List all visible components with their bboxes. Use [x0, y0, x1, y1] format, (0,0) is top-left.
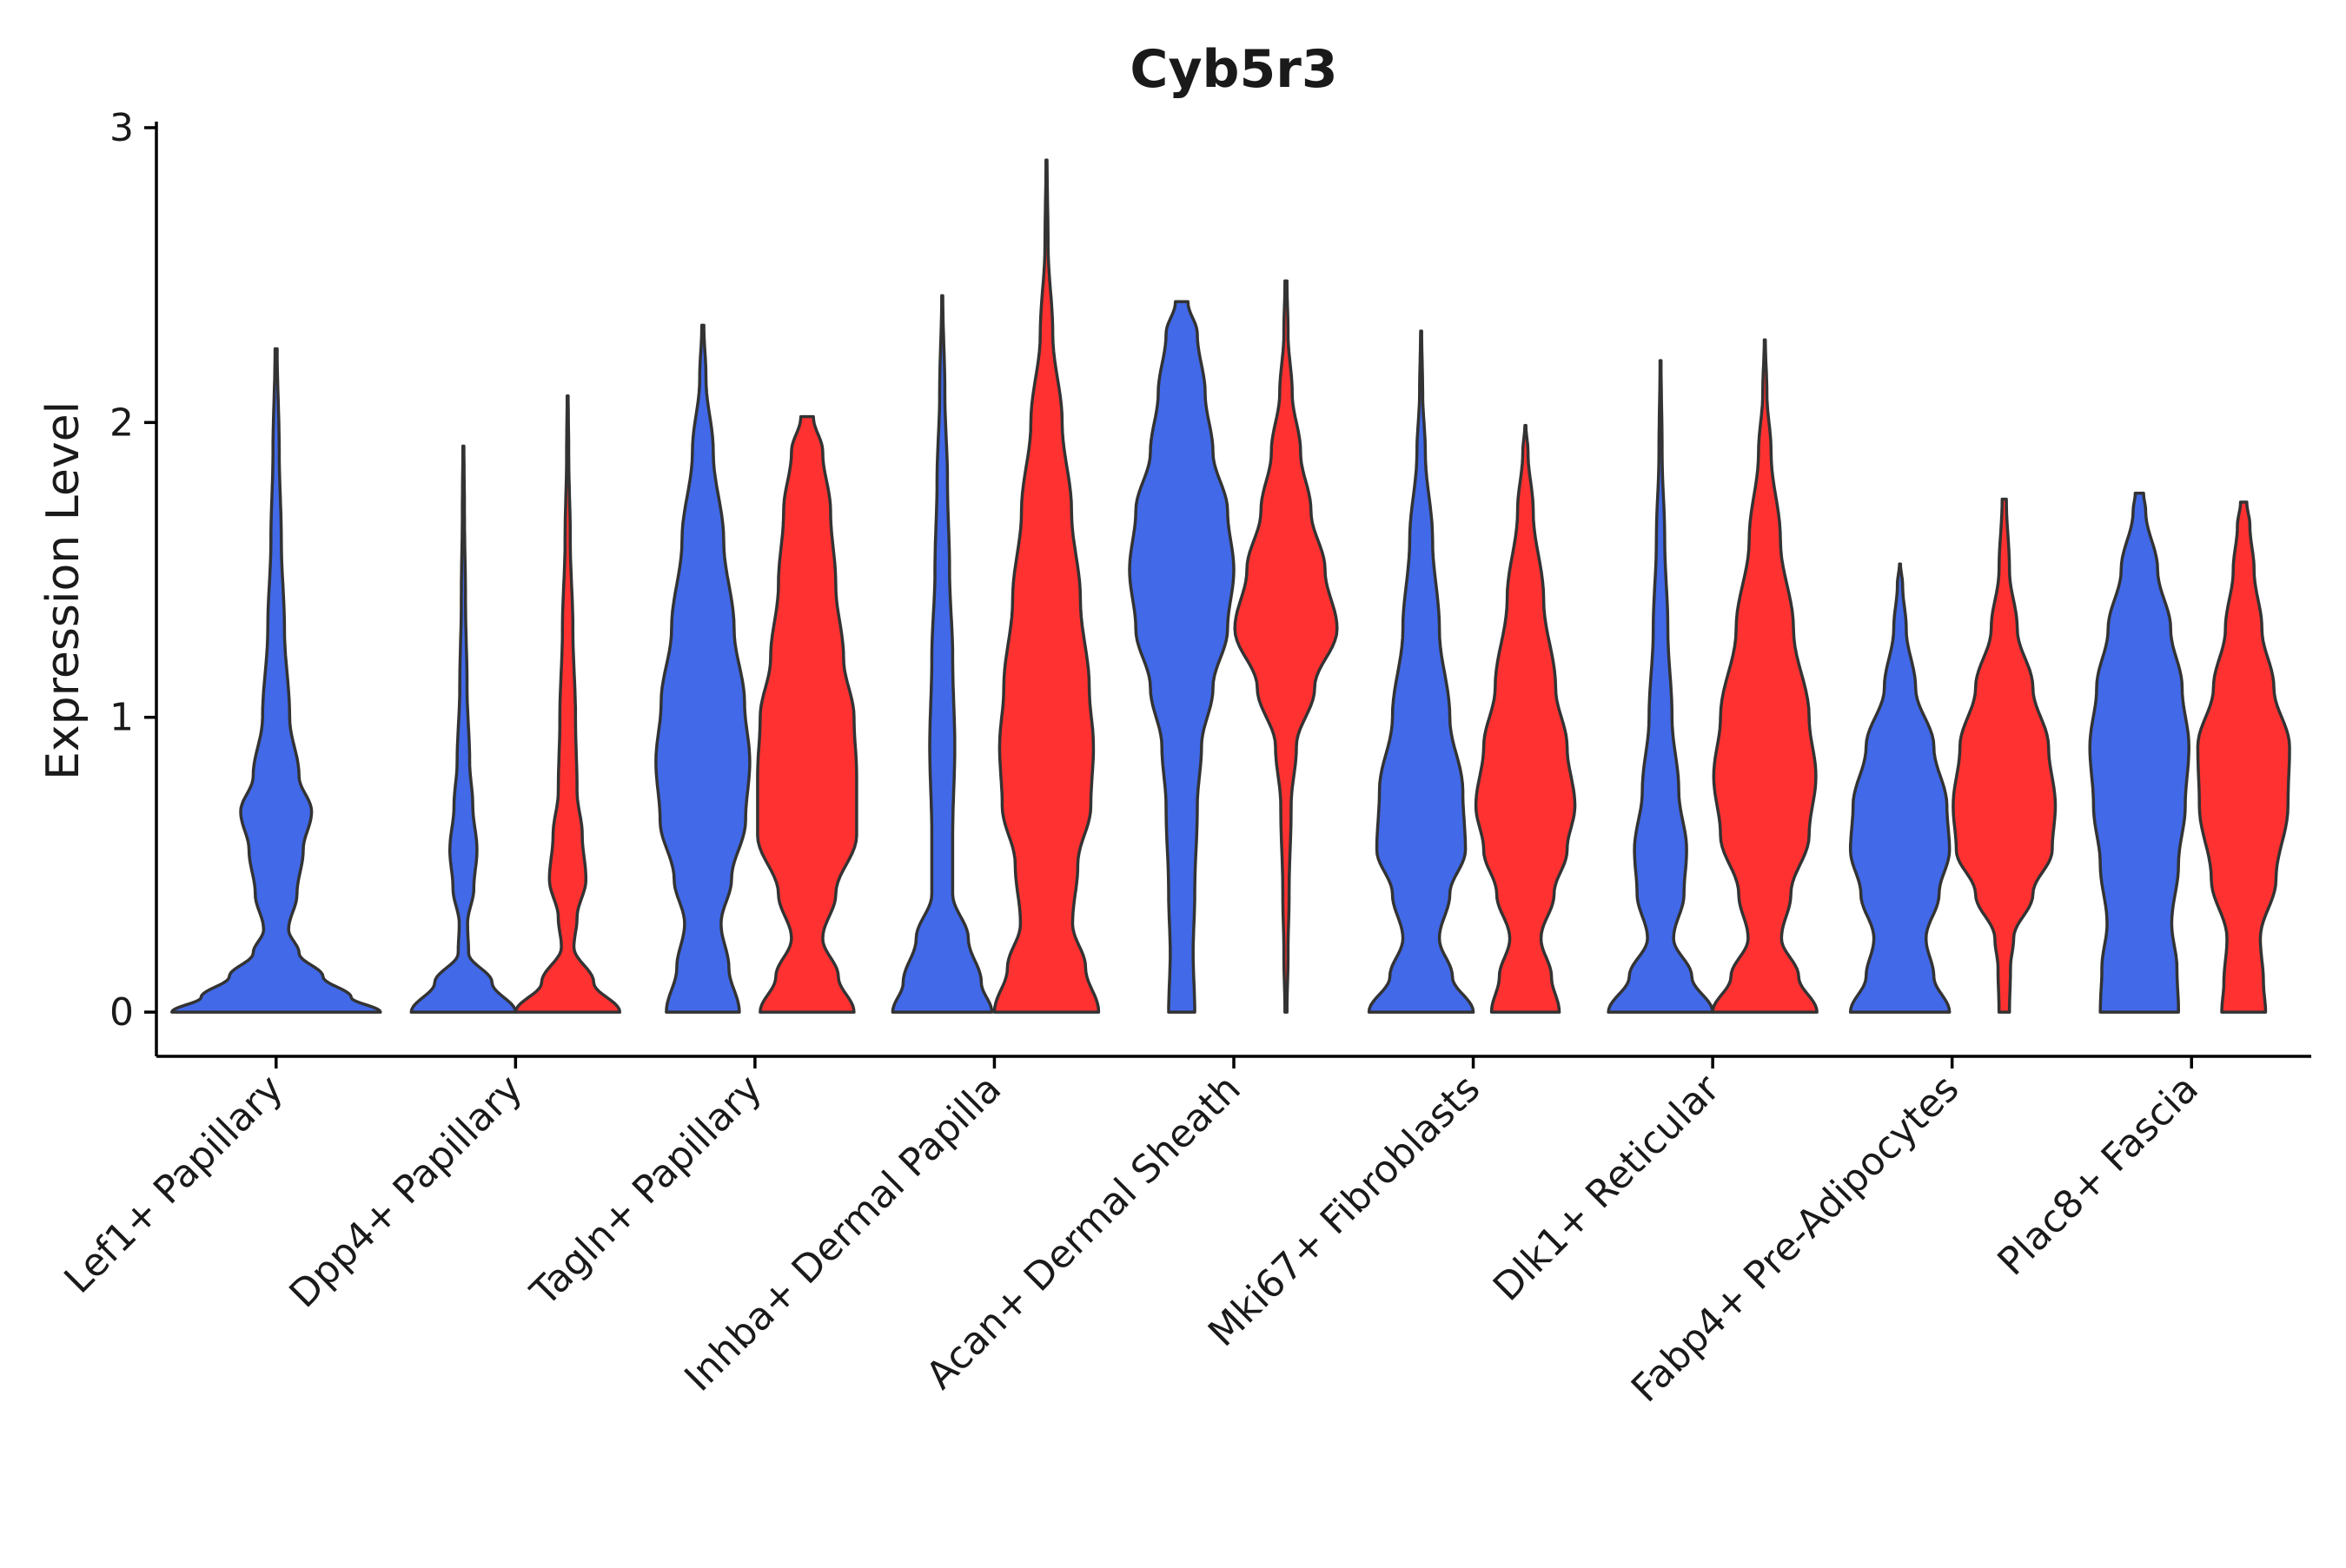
violin-1-group-1 — [170, 347, 382, 1014]
x-tick-label: Mki67+ Fibroblasts — [1200, 1067, 1488, 1355]
violin-7-group-1 — [1607, 359, 1714, 1014]
violin-2-group-1 — [409, 444, 518, 1014]
x-tick-label: Dpp4+ Papillary — [281, 1067, 531, 1317]
violin-2-group-2 — [514, 394, 622, 1014]
x-tick-label: Tagln+ Papillary — [522, 1067, 771, 1315]
violin-4-group-1 — [891, 294, 994, 1014]
violin-3-group-1 — [654, 323, 752, 1014]
violin-6-group-2 — [1474, 423, 1577, 1014]
violin-9-group-1 — [2088, 492, 2190, 1014]
chart-title: Cyb5r3 — [1130, 39, 1337, 100]
violin-7-group-2 — [1711, 338, 1819, 1014]
violin-4-group-2 — [992, 158, 1101, 1014]
violin-3-group-2 — [756, 414, 858, 1014]
violin-5-group-2 — [1233, 279, 1339, 1014]
violin-8-group-2 — [1952, 497, 2058, 1014]
y-tick-label: 1 — [109, 696, 134, 740]
x-tick-label: Dlk1+ Reticular — [1485, 1066, 1729, 1310]
violin-8-group-1 — [1848, 562, 1952, 1014]
y-tick-label: 2 — [109, 400, 134, 445]
y-tick-label: 0 — [109, 990, 134, 1035]
violin-6-group-1 — [1367, 329, 1475, 1014]
violin-9-group-2 — [2196, 500, 2291, 1014]
x-tick-label: Plac8+ Fascia — [1989, 1067, 2207, 1285]
violins-layer — [170, 158, 2291, 1014]
x-tick-label: Lef1+ Papillary — [56, 1067, 291, 1302]
y-tick-label: 3 — [109, 106, 134, 150]
y-axis-label: Expression Level — [37, 401, 89, 780]
violin-5-group-1 — [1128, 300, 1236, 1014]
